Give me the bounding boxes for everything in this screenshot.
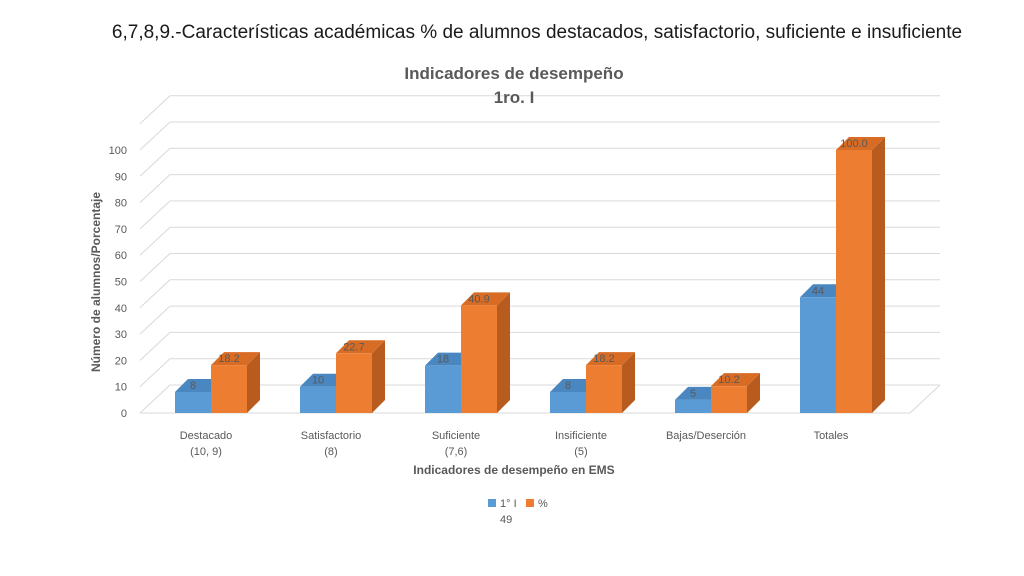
x-axis-label: Indicadores de desempeño en EMS [413, 463, 614, 477]
y-tick-label: 100 [109, 145, 127, 157]
legend-label-series2: % [538, 498, 548, 510]
data-label: 8 [190, 380, 196, 392]
x-tick-label: (8) [324, 446, 337, 458]
y-tick-label: 50 [115, 277, 127, 289]
y-tick-label: 20 [115, 355, 127, 367]
gridline-depth [139, 226, 171, 256]
bar [800, 297, 836, 413]
bar-side [372, 340, 385, 413]
x-tick-label: Bajas/Deserción [666, 430, 746, 442]
bar [675, 399, 711, 413]
bar-top [711, 373, 760, 387]
y-tick-label: 80 [115, 198, 127, 210]
bar-top [586, 352, 635, 366]
bar-top [211, 352, 260, 366]
x-tick-label: (10, 9) [190, 446, 222, 458]
x-tick-label: (5) [574, 446, 587, 458]
bar [550, 391, 586, 413]
data-label: 18 [437, 354, 449, 366]
bar [300, 386, 336, 413]
data-label: 18.2 [593, 353, 614, 365]
x-tick-label: (7,6) [445, 446, 468, 458]
data-label: 5 [690, 388, 696, 400]
gridline-depth [139, 358, 171, 388]
x-tick-label: Satisfactorio [301, 430, 362, 442]
data-label: 10.2 [718, 374, 739, 386]
bar-top [461, 292, 510, 306]
legend-swatch-series1 [488, 499, 496, 507]
chart-title: Indicadores de desempeño [404, 64, 623, 83]
data-label: 22.7 [343, 341, 364, 353]
y-tick-label: 30 [115, 329, 127, 341]
gridline-depth [139, 121, 171, 151]
bar [461, 305, 497, 413]
gridline-depth [139, 332, 171, 361]
gridline-depth [139, 279, 171, 309]
gridline-depth [139, 174, 171, 203]
data-label: 18.2 [218, 353, 239, 365]
bar-top [836, 137, 885, 150]
gridline-depth [139, 384, 171, 414]
legend-label-series1: 1° I [500, 498, 517, 510]
y-tick-label: 0 [121, 408, 127, 420]
gridline-depth [139, 305, 171, 335]
bar-side [247, 352, 260, 413]
bar [211, 365, 247, 413]
y-tick-label: 90 [115, 171, 127, 183]
x-tick-label: Destacado [180, 430, 233, 442]
y-tick-label: 70 [115, 224, 127, 236]
gridline-depth [139, 200, 171, 230]
bar [425, 365, 461, 413]
floor-edge-right [909, 384, 941, 414]
bar [836, 150, 872, 413]
x-tick-label: Suficiente [432, 430, 480, 442]
bar-side [872, 137, 885, 413]
x-tick-label: Totales [814, 430, 849, 442]
data-label: 40.9 [468, 293, 489, 305]
chart-subtitle: 1ro. I [494, 88, 535, 107]
bar-top [336, 340, 385, 354]
data-label: 10 [312, 375, 324, 387]
legend-extra: 49 [500, 514, 512, 526]
bar-side [497, 292, 510, 413]
y-tick-label: 40 [115, 303, 127, 315]
bar [175, 391, 211, 413]
bar [586, 365, 622, 413]
bar [711, 386, 747, 413]
y-tick-label: 60 [115, 250, 127, 262]
slide-title: 6,7,8,9.-Características académicas % de… [111, 22, 963, 43]
gridline-depth [139, 147, 171, 177]
x-tick-label: Insificiente [555, 430, 607, 442]
gridline-depth [139, 253, 171, 282]
bar [336, 353, 372, 413]
bar-side [747, 373, 760, 413]
data-label: 100.0 [840, 138, 868, 150]
y-axis-label: Número de alumnos/Porcentaje [89, 192, 103, 372]
gridline-depth [139, 95, 171, 125]
legend-swatch-series2 [526, 499, 534, 507]
data-label: 8 [565, 380, 571, 392]
bar-side [622, 352, 635, 413]
y-tick-label: 10 [115, 382, 127, 394]
data-label: 44 [812, 285, 824, 297]
